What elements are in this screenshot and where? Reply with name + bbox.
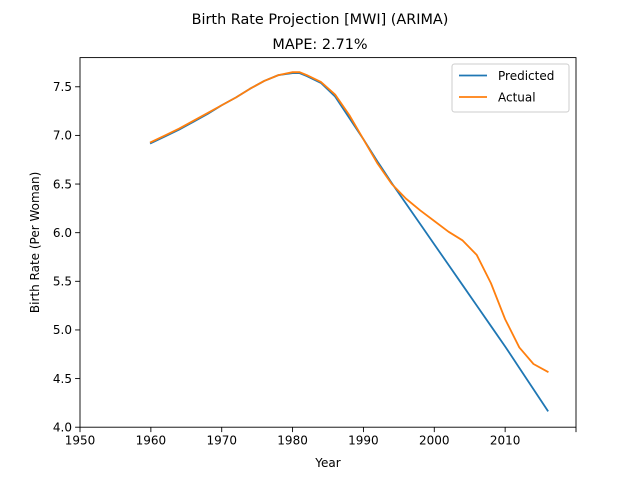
chart-title: Birth Rate Projection [MWI] (ARIMA) — [192, 12, 449, 28]
y-axis-label: Birth Rate (Per Woman) — [28, 172, 42, 313]
x-tick-label: 1980 — [277, 434, 308, 448]
x-tick-label: 2010 — [490, 434, 521, 448]
x-axis-ticks: 1950 1960 1970 1980 1990 2000 2010 — [65, 427, 577, 448]
y-tick-label: 7.5 — [53, 80, 72, 94]
plot-frame — [79, 57, 577, 428]
y-tick-label: 5.0 — [53, 323, 72, 337]
series-lines — [149, 71, 549, 412]
x-axis-label: Year — [314, 456, 340, 470]
x-tick-label: 1960 — [136, 434, 167, 448]
legend-label-predicted: Predicted — [498, 69, 554, 83]
chart-subtitle: MAPE: 2.71% — [272, 37, 367, 53]
y-tick-label: 6.5 — [53, 177, 72, 191]
x-tick-label: 1950 — [65, 434, 96, 448]
y-tick-label: 6.0 — [53, 226, 72, 240]
series-line-predicted — [149, 72, 549, 412]
y-tick-label: 5.5 — [53, 275, 72, 289]
x-tick-label: 1970 — [206, 434, 237, 448]
x-tick-label: 1990 — [348, 434, 379, 448]
y-axis-ticks: 4.0 4.5 5.0 5.5 6.0 6.5 7.0 7.5 — [53, 80, 80, 435]
legend: Predicted Actual — [451, 63, 570, 113]
y-tick-label: 7.0 — [53, 129, 72, 143]
y-tick-label: 4.5 — [53, 372, 72, 386]
series-line-actual — [149, 71, 549, 373]
x-tick-label: 2000 — [419, 434, 450, 448]
y-tick-label: 4.0 — [53, 421, 72, 435]
legend-label-actual: Actual — [498, 91, 536, 105]
